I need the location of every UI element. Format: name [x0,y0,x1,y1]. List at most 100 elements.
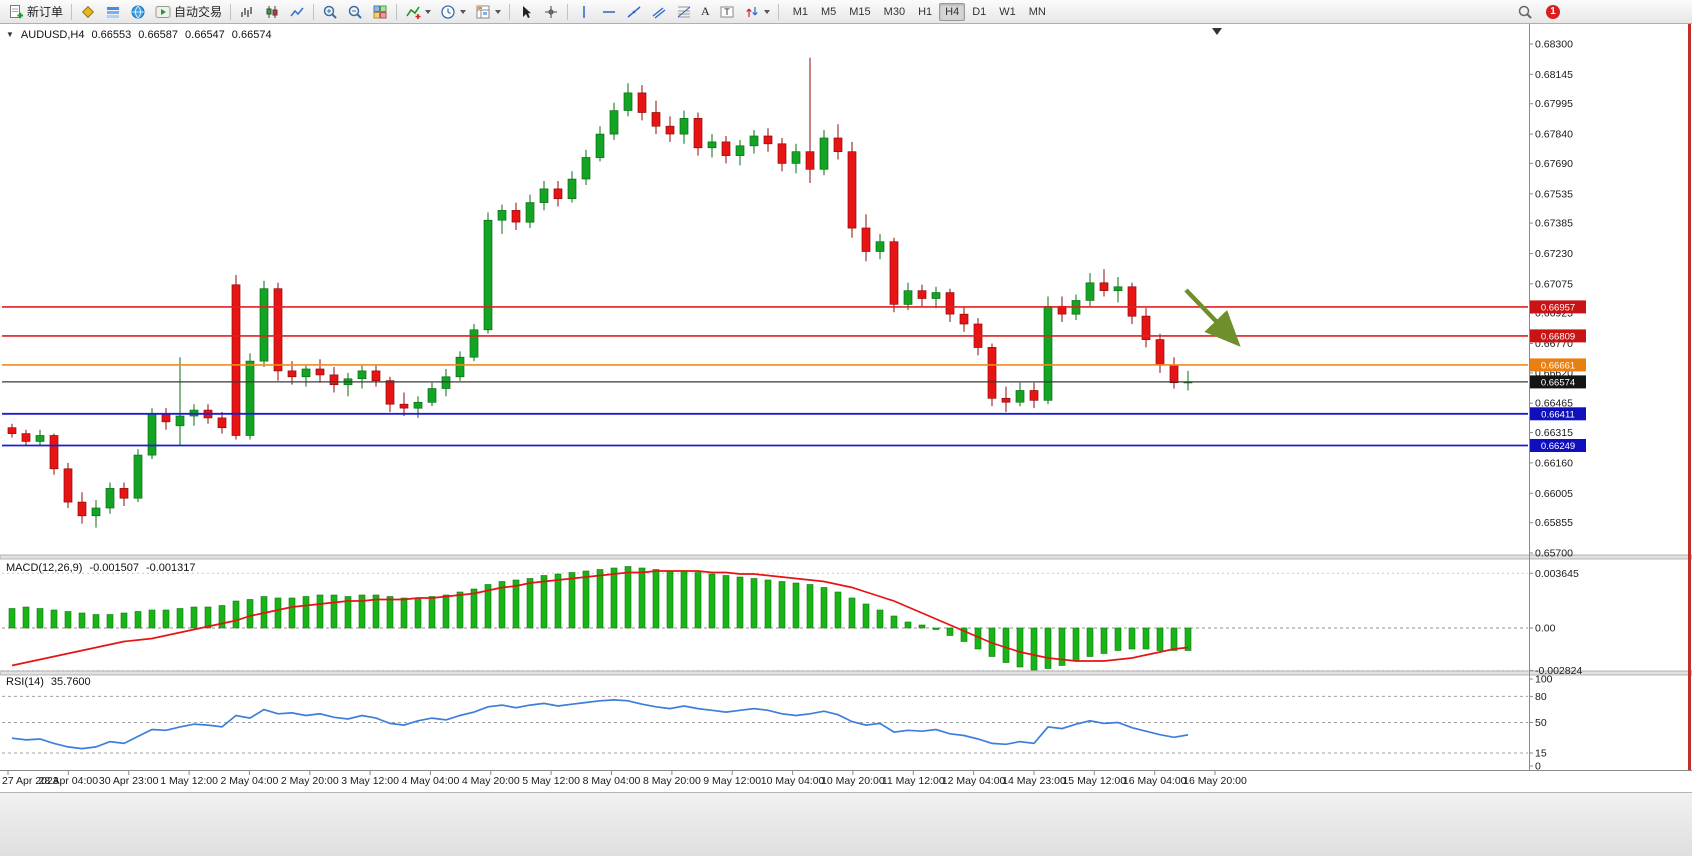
horizontal-line-button[interactable] [597,0,621,24]
search-button[interactable] [1513,0,1537,24]
svg-text:12 May 04:00: 12 May 04:00 [942,775,1006,787]
chart-candles-button[interactable] [260,0,284,24]
svg-text:11 May 12:00: 11 May 12:00 [882,775,945,787]
svg-text:8 May 20:00: 8 May 20:00 [643,775,701,787]
svg-text:0.66249: 0.66249 [1541,441,1575,452]
svg-text:0.66574: 0.66574 [1541,377,1575,388]
svg-text:T: T [724,7,730,17]
toolbar-separator [313,3,315,20]
timeframe-m1-button[interactable]: M1 [792,5,808,18]
template-icon [475,4,491,20]
indicators-icon [405,4,421,20]
svg-text:2 May 20:00: 2 May 20:00 [281,775,339,787]
svg-text:0.66315: 0.66315 [1535,427,1573,439]
price-chart[interactable]: 0.68300 0.68145 0.67995 0.67840 0.67690 0.675… [0,24,1692,792]
crosshair-button[interactable] [539,0,563,24]
symbol-header: ▼ AUDUSD,H4 0.66553 0.66587 0.66547 0.66… [6,29,272,41]
svg-text:0.65855: 0.65855 [1535,517,1573,529]
globe-icon [130,4,146,20]
rsi-line [11,699,1189,750]
svg-text:0.68145: 0.68145 [1535,69,1573,81]
zoom-out-button[interactable] [343,0,367,24]
window-bottom-strip [0,792,1692,856]
timeframe-h1-button[interactable]: H1 [918,5,933,18]
timeframe-w1-button[interactable]: W1 [999,5,1016,18]
dropdown-caret [425,9,432,14]
trendline-icon [626,4,642,20]
right-scrollbar[interactable] [1688,24,1691,770]
level-lines[interactable] [2,306,1528,447]
navigator-button[interactable] [126,0,150,24]
notification-badge[interactable]: 1 [1546,4,1560,19]
auto-trading-button[interactable]: 自动交易 [151,0,226,24]
fibonacci-button[interactable] [672,0,696,24]
timeframe-m30-button[interactable]: M30 [883,5,906,18]
timeframe-mn-button[interactable]: MN [1028,5,1046,18]
svg-text:0.67385: 0.67385 [1535,218,1573,230]
toolbar-right: 1 [1513,0,1560,24]
svg-text:-0.002824: -0.002824 [1535,665,1582,677]
svg-text:10 May 04:00: 10 May 04:00 [761,775,825,787]
tile-windows-button[interactable] [368,0,392,24]
svg-text:14 May 23:00: 14 May 23:00 [1002,775,1066,787]
chart-shift-marker[interactable] [1212,28,1222,35]
panel-dividers[interactable] [0,554,1692,676]
templates-button[interactable] [471,0,505,24]
clock-icon [440,4,456,20]
annotation-arrow[interactable] [1184,288,1241,347]
svg-text:27 Apr 2023: 27 Apr 2023 [2,775,59,787]
svg-text:4 May 20:00: 4 May 20:00 [462,775,520,787]
text-tool-button[interactable]: A [697,0,714,24]
zoom-in-button[interactable] [318,0,342,24]
svg-text:15 May 12:00: 15 May 12:00 [1062,775,1126,787]
arrows-tool-button[interactable] [740,0,774,24]
new-order-button[interactable]: 新订单 [4,0,67,24]
svg-text:0.68300: 0.68300 [1535,39,1573,51]
toolbar-separator [230,3,232,20]
label-tool-button[interactable]: T [715,0,739,24]
timeframe-m5-button[interactable]: M5 [820,5,837,18]
new-order-icon [8,4,24,20]
market-watch-button[interactable] [76,0,100,24]
trendline-button[interactable] [622,0,646,24]
cursor-button[interactable] [514,0,538,24]
timeframe-group: M1 M5 M15 M30 H1 H4 D1 W1 MN [787,2,1052,21]
rsi-value: 35.7600 [50,676,91,688]
zoom-out-icon [347,4,363,20]
toolbar-separator [71,3,73,20]
channel-button[interactable] [647,0,671,24]
periods-button[interactable] [436,0,470,24]
chart-line-button[interactable] [285,0,309,24]
data-window-button[interactable] [101,0,125,24]
svg-text:0.66957: 0.66957 [1541,302,1575,313]
svg-text:0.67535: 0.67535 [1535,188,1573,200]
svg-text:50: 50 [1535,717,1547,729]
indicators-button[interactable] [401,0,435,24]
macd-label: MACD(12,26,9) [6,562,83,574]
svg-text:0: 0 [1535,761,1541,773]
svg-text:0.66005: 0.66005 [1535,488,1573,500]
timeframe-h4-button[interactable]: H4 [939,2,966,21]
svg-text:16 May 20:00: 16 May 20:00 [1183,775,1247,787]
price-badge [1530,329,1586,343]
timeframe-m15-button[interactable]: M15 [849,5,871,18]
svg-text:0.66160: 0.66160 [1535,457,1573,469]
svg-text:100: 100 [1535,674,1553,686]
timeframe-d1-button[interactable]: D1 [972,5,987,18]
vertical-line-icon [576,4,592,20]
open-value: 0.66553 [91,29,132,41]
svg-text:0.66809: 0.66809 [1541,331,1575,342]
svg-text:4 May 04:00: 4 May 04:00 [402,775,460,787]
toolbar-separator [567,3,569,20]
vertical-line-button[interactable] [572,0,596,24]
crosshair-icon [543,4,559,20]
close-value: 0.66574 [231,29,272,41]
svg-text:0.00: 0.00 [1535,623,1556,635]
macd-panel: 0.003645 0.00 -0.002824 [2,566,1582,677]
dropdown-caret [460,9,467,14]
svg-text:0.003645: 0.003645 [1535,568,1579,580]
svg-text:15: 15 [1535,748,1547,760]
collapse-chart-button[interactable]: ▼ [6,30,14,39]
chart-bars-button[interactable] [235,0,259,24]
